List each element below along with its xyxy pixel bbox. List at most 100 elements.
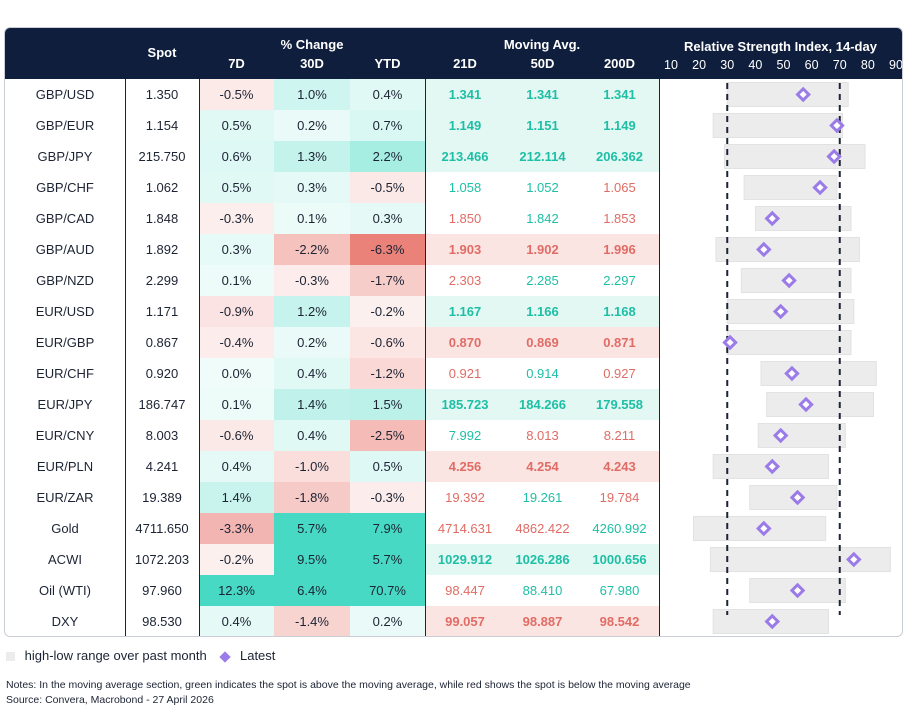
row-ma50: 2.285 — [526, 273, 559, 288]
row-change-30d: 0.1% — [274, 203, 350, 234]
row-ma21: 98.447 — [445, 583, 485, 598]
row-spot: 186.747 — [138, 397, 186, 412]
row-change-30d: 1.2% — [274, 296, 350, 327]
row-spot: 1.062 — [145, 180, 179, 195]
row-ma200: 1.065 — [603, 180, 636, 195]
row-change-ytd: 0.4% — [350, 79, 425, 110]
row-ma50: 1.842 — [526, 211, 559, 226]
header-moving-avg: Moving Avg. — [503, 37, 581, 52]
row-change-30d: 0.3% — [274, 172, 350, 203]
row-name: DXY — [51, 614, 79, 629]
row-spot: 98.530 — [142, 614, 182, 629]
row-change-7d: 0.3% — [199, 234, 274, 265]
row-change-7d: -0.9% — [199, 296, 274, 327]
row-ma50: 184.266 — [505, 389, 580, 420]
row-ma50: 1026.286 — [505, 544, 580, 575]
row-spot: 1072.203 — [134, 552, 190, 567]
source-text: Source: Convera, Macrobond - 27 April 20… — [6, 694, 214, 706]
header-7d: 7D — [228, 56, 245, 71]
row-ma21: 7.992 — [448, 428, 482, 443]
row-change-ytd: -0.6% — [350, 327, 425, 358]
row-ma21: 0.921 — [448, 366, 482, 381]
row-change-7d: 0.1% — [199, 265, 274, 296]
row-ma21: 0.870 — [425, 327, 505, 358]
row-ma50: 19.261 — [522, 490, 563, 505]
rsi-latest-marker — [789, 582, 806, 599]
rsi-tick-label: 30 — [720, 58, 735, 72]
row-spot: 1.848 — [145, 211, 179, 226]
row-ma21: 1.903 — [425, 234, 505, 265]
row-name: EUR/JPY — [37, 397, 93, 412]
table-row: EUR/ZAR 19.389 1.4% -1.8% -0.3% 19.392 19.261 1… — [5, 482, 659, 513]
row-ma50: 212.114 — [505, 141, 580, 172]
table-row: GBP/AUD 1.892 0.3% -2.2% -6.3% 1.903 1.902 1.99… — [5, 234, 659, 265]
row-ma50: 88.410 — [522, 583, 563, 598]
row-change-30d: 0.4% — [274, 358, 350, 389]
row-name: EUR/CNY — [35, 428, 95, 443]
row-change-7d: 0.0% — [199, 358, 274, 389]
row-spot: 2.299 — [145, 273, 179, 288]
row-spot: 1.171 — [145, 304, 179, 319]
row-change-30d: 9.5% — [274, 544, 350, 575]
rsi-range-bar — [766, 392, 874, 417]
rsi-range-bar — [723, 144, 866, 169]
row-ma50: 4862.422 — [515, 521, 570, 536]
table-row: GBP/NZD 2.299 0.1% -0.3% -1.7% 2.303 2.285 2.29… — [5, 265, 659, 296]
row-spot: 215.750 — [138, 149, 186, 164]
notes-text: Notes: In the moving average section, gr… — [6, 679, 691, 691]
row-change-7d: 0.4% — [199, 606, 274, 636]
row-change-ytd: -0.3% — [350, 482, 425, 513]
rsi-tick-label: 60 — [804, 58, 819, 72]
row-ma50: 1.902 — [505, 234, 580, 265]
row-spot: 4711.650 — [135, 521, 189, 536]
row-ma21: 1.341 — [425, 79, 505, 110]
row-change-7d: -0.3% — [199, 203, 274, 234]
rsi-range-bar — [709, 547, 891, 572]
row-ma200: 1.168 — [580, 296, 659, 327]
legend-range-label: high-low range over past month — [24, 648, 207, 663]
row-change-ytd: 1.5% — [350, 389, 425, 420]
row-change-ytd: 5.7% — [350, 544, 425, 575]
row-name: EUR/GBP — [35, 335, 95, 350]
row-change-30d: 1.4% — [274, 389, 350, 420]
header-ma21: 21D — [453, 56, 477, 71]
row-change-7d: 0.5% — [199, 172, 274, 203]
divider-name — [125, 79, 126, 636]
row-change-ytd: 0.7% — [350, 110, 425, 141]
row-change-ytd: -1.7% — [350, 265, 425, 296]
table-row: GBP/EUR 1.154 0.5% 0.2% 0.7% 1.149 1.151 1.149 — [5, 110, 659, 141]
row-name: Gold — [51, 521, 79, 536]
row-spot: 1.892 — [145, 242, 179, 257]
row-ma200: 67.980 — [599, 583, 640, 598]
row-ma50: 1.166 — [505, 296, 580, 327]
row-change-7d: 0.5% — [199, 110, 274, 141]
table-row: Gold 4711.650 -3.3% 5.7% 7.9% 4714.631 4862.42… — [5, 513, 659, 544]
row-ma200: 179.558 — [580, 389, 659, 420]
row-ma200: 8.211 — [603, 428, 636, 443]
rsi-range-bar — [726, 82, 849, 107]
table-row: GBP/CHF 1.062 0.5% 0.3% -0.5% 1.058 1.052 1.065 — [5, 172, 659, 203]
row-ma50: 0.914 — [526, 366, 559, 381]
row-change-7d: 0.1% — [199, 389, 274, 420]
row-change-30d: -2.2% — [274, 234, 350, 265]
latest-diamond-icon — [219, 650, 232, 663]
rsi-latest-marker — [722, 334, 738, 351]
row-change-7d: -0.6% — [199, 420, 274, 451]
rsi-latest-marker — [812, 179, 828, 196]
table-row: ACWI 1072.203 -0.2% 9.5% 5.7% 1029.912 1026.28… — [5, 544, 659, 575]
row-name: GBP/CHF — [36, 180, 94, 195]
table-row: EUR/GBP 0.867 -0.4% 0.2% -0.6% 0.870 0.869 0.87… — [5, 327, 659, 358]
row-ma200: 2.297 — [603, 273, 636, 288]
table-row: GBP/JPY 215.750 0.6% 1.3% 2.2% 213.466 212.114… — [5, 141, 659, 172]
row-ma50: 8.013 — [526, 428, 559, 443]
row-ma21: 1.149 — [425, 110, 505, 141]
row-change-ytd: 2.2% — [350, 141, 425, 172]
row-spot: 8.003 — [145, 428, 179, 443]
range-swatch-icon — [6, 652, 15, 662]
table-row: GBP/USD 1.350 -0.5% 1.0% 0.4% 1.341 1.341 1.341 — [5, 79, 659, 110]
row-change-7d: -0.5% — [199, 79, 274, 110]
row-ma200: 1.149 — [580, 110, 659, 141]
row-change-30d: 6.4% — [274, 575, 350, 606]
row-ma200: 0.871 — [580, 327, 659, 358]
row-spot: 0.867 — [145, 335, 179, 350]
